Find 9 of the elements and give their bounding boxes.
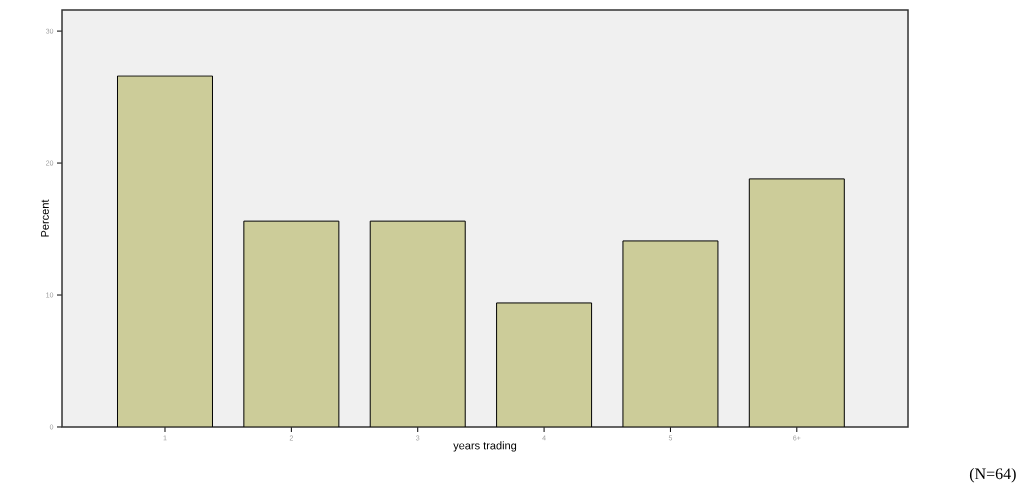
bar [369,220,466,427]
y-axis-title: Percent [41,199,49,237]
x-axis-title: years trading [453,441,517,452]
bar [622,240,719,427]
bar [117,75,213,427]
text: (N=64) [969,467,1016,483]
bar [748,178,845,427]
bar [243,220,340,427]
bar [496,302,593,427]
